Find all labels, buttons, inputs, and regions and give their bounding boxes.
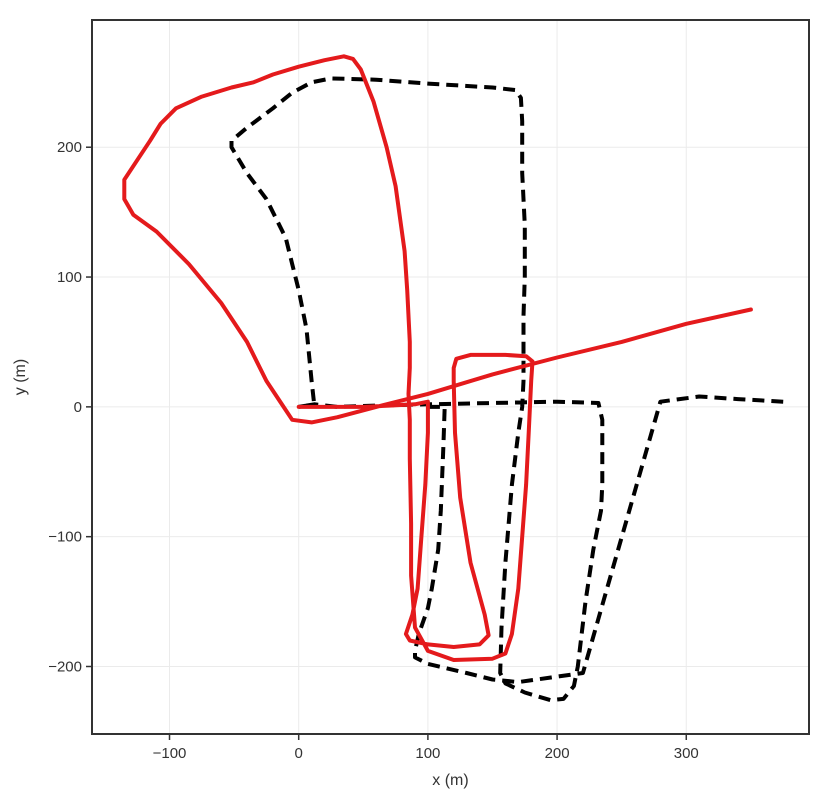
y-tick-label: 100 <box>57 269 82 286</box>
y-tick-label: 200 <box>57 139 82 156</box>
x-tick-label: 0 <box>295 745 303 762</box>
y-tick-label: −100 <box>48 529 82 546</box>
dashed-series-line <box>229 76 605 703</box>
y-axis-title: y (m) <box>12 359 29 395</box>
y-tick-label: −200 <box>48 658 82 675</box>
x-tick-label: 300 <box>674 745 699 762</box>
x-tick-label: −100 <box>153 745 187 762</box>
series-layer <box>122 54 784 703</box>
x-tick-label: 100 <box>415 745 440 762</box>
plot-frame <box>91 19 810 735</box>
x-axis-title: x (m) <box>432 772 468 789</box>
dashed-series-line <box>413 394 784 685</box>
axis-ticks: −100 0 100 200 300 −200 −100 0 100 200 <box>48 139 699 762</box>
red-series-line <box>122 54 753 662</box>
grid-lines <box>92 20 809 734</box>
x-tick-label: 200 <box>545 745 570 762</box>
y-tick-label: 0 <box>74 399 82 416</box>
